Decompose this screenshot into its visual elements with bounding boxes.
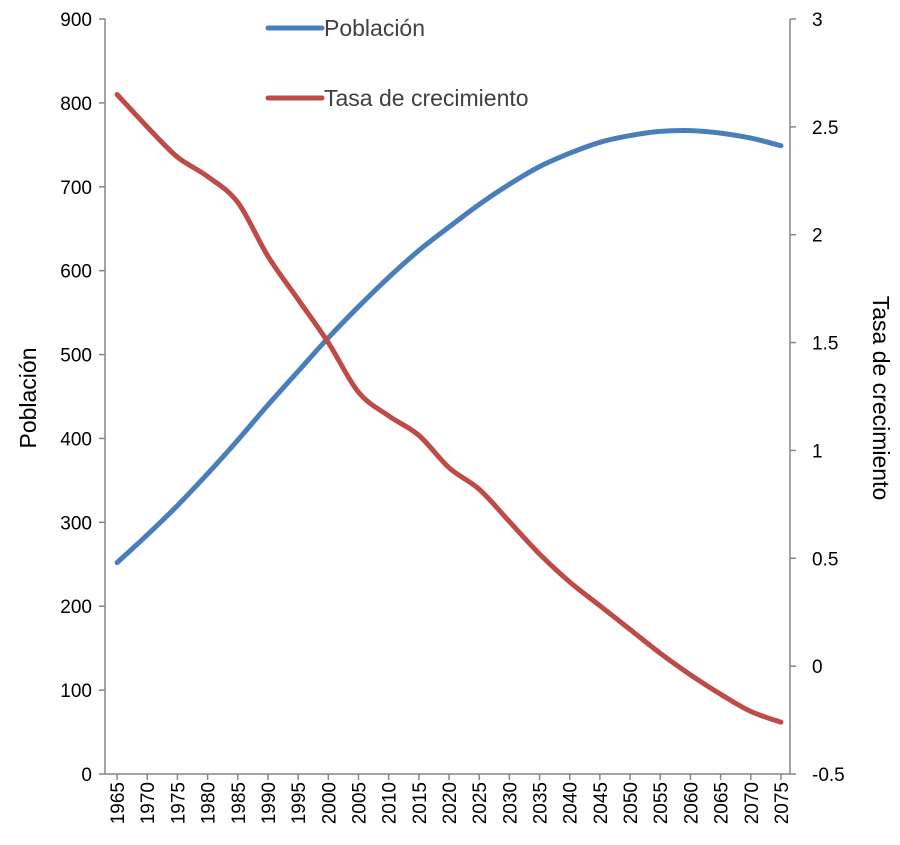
right-tick-label: 0.5 xyxy=(812,549,838,570)
x-tick-label: 2065 xyxy=(712,782,733,824)
x-tick-label: 2010 xyxy=(380,782,401,824)
legend: Población Tasa de crecimiento xyxy=(265,15,529,111)
left-tick-label: 500 xyxy=(60,346,92,367)
x-tick-label: 1970 xyxy=(138,782,159,824)
x-tick-label: 1965 xyxy=(108,782,129,824)
right-tick-label: 2.5 xyxy=(812,118,838,139)
legend-label-tasa: Tasa de crecimiento xyxy=(324,85,529,111)
right-tick-label: -0.5 xyxy=(812,765,845,786)
x-tick-label: 1995 xyxy=(289,782,310,824)
x-tick-label: 2075 xyxy=(772,782,793,824)
series-layer xyxy=(114,92,784,725)
x-tick-label: 1980 xyxy=(199,782,220,824)
left-tick-label: 0 xyxy=(81,765,92,786)
x-tick-label: 1975 xyxy=(168,782,189,824)
x-tick-label: 2025 xyxy=(470,782,491,824)
left-tick-label: 200 xyxy=(60,597,92,618)
x-tick-label: 2060 xyxy=(681,782,702,824)
left-axis-title: Población xyxy=(15,347,41,448)
x-tick-label: 2005 xyxy=(349,782,370,824)
right-tick-label: 1.5 xyxy=(812,334,838,355)
x-tick-label: 1985 xyxy=(229,782,250,824)
x-tick-label: 2000 xyxy=(319,782,340,824)
series-line-poblacion xyxy=(114,127,784,566)
x-tick-label: 2020 xyxy=(440,782,461,824)
left-tick-label: 100 xyxy=(60,681,92,702)
x-tick-label: 2040 xyxy=(561,782,582,824)
x-tick-label: 2055 xyxy=(651,782,672,824)
x-tick-label: 2070 xyxy=(742,782,763,824)
x-tick-label: 1990 xyxy=(259,782,280,824)
right-tick-label: 2 xyxy=(812,226,823,247)
right-tick-label: 1 xyxy=(812,441,823,462)
left-tick-label: 900 xyxy=(60,10,92,31)
series-line-tasa xyxy=(114,92,784,725)
x-tick-label: 2035 xyxy=(531,782,552,824)
left-tick-label: 400 xyxy=(60,429,92,450)
x-tick-label: 2015 xyxy=(410,782,431,824)
x-tick-label: 2050 xyxy=(621,782,642,824)
legend-label-poblacion: Población xyxy=(324,15,425,41)
left-tick-label: 800 xyxy=(60,94,92,115)
x-tick-label: 2030 xyxy=(500,782,521,824)
right-tick-label: 3 xyxy=(812,10,823,31)
left-tick-label: 700 xyxy=(60,178,92,199)
x-tick-label: 2045 xyxy=(591,782,612,824)
right-tick-label: 0 xyxy=(812,657,823,678)
right-axis-title: Tasa de crecimiento xyxy=(868,296,894,501)
left-tick-label: 600 xyxy=(60,262,92,283)
axes: 0 100 200 300 400 500 600 700 800 900 -0.5 0 0.5 1 1.5… xyxy=(60,10,844,824)
left-tick-label: 300 xyxy=(60,513,92,534)
